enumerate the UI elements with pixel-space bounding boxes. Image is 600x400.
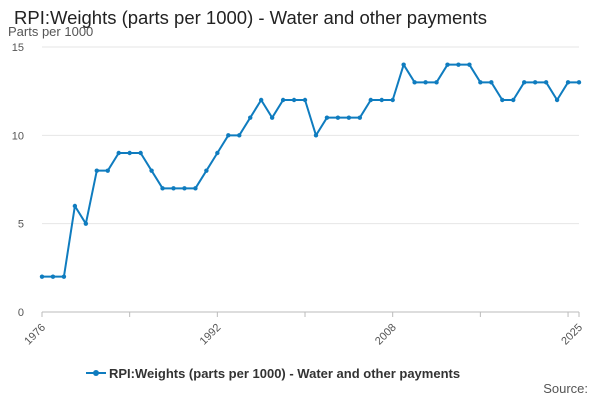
data-point-1999[interactable] bbox=[291, 97, 297, 103]
data-point-2008[interactable] bbox=[390, 97, 395, 103]
data-point-2010[interactable] bbox=[412, 80, 417, 85]
data-point-2000[interactable] bbox=[302, 97, 308, 103]
data-point-2016[interactable] bbox=[478, 80, 483, 85]
data-point-1977[interactable] bbox=[50, 274, 56, 279]
data-point-2024[interactable] bbox=[565, 80, 571, 85]
data-point-2001[interactable] bbox=[313, 133, 319, 138]
data-point-2012[interactable] bbox=[434, 80, 439, 85]
x-tick-label-1976: 1976 bbox=[22, 322, 48, 348]
y-axis-label: Parts per 1000 bbox=[8, 24, 93, 39]
data-point-2013[interactable] bbox=[445, 62, 450, 67]
data-point-1985[interactable] bbox=[138, 150, 143, 156]
data-point-1981[interactable] bbox=[94, 168, 99, 173]
data-point-1988[interactable] bbox=[171, 186, 176, 191]
legend-label: RPI:Weights (parts per 1000) - Water and… bbox=[109, 366, 460, 381]
data-point-2021[interactable] bbox=[532, 80, 538, 85]
data-point-2019[interactable] bbox=[511, 97, 516, 103]
data-point-1983[interactable] bbox=[116, 150, 121, 156]
data-point-1980[interactable] bbox=[83, 221, 89, 226]
data-point-1991[interactable] bbox=[204, 168, 209, 173]
series-layer bbox=[39, 62, 582, 279]
x-axis: 1976 1992 2008 2025 bbox=[22, 311, 585, 348]
legend-swatch-marker bbox=[93, 370, 99, 376]
data-point-2023[interactable] bbox=[554, 97, 560, 103]
x-tick-label-1992: 1992 bbox=[198, 322, 224, 348]
data-point-1989[interactable] bbox=[182, 186, 187, 191]
x-tick-label-2025: 2025 bbox=[559, 322, 585, 348]
data-point-2018[interactable] bbox=[500, 97, 505, 103]
data-point-1976[interactable] bbox=[39, 274, 45, 279]
y-tick-label-0: 0 bbox=[18, 307, 24, 319]
data-point-1997[interactable] bbox=[269, 115, 275, 120]
series-line bbox=[42, 63, 579, 278]
y-tick-label-5: 5 bbox=[18, 219, 24, 231]
data-point-2020[interactable] bbox=[522, 80, 527, 85]
data-point-2015[interactable] bbox=[467, 62, 472, 67]
legend[interactable]: RPI:Weights (parts per 1000) - Water and… bbox=[86, 366, 460, 381]
data-point-2003[interactable] bbox=[335, 115, 341, 120]
data-point-1995[interactable] bbox=[248, 115, 253, 120]
data-point-2009[interactable] bbox=[401, 62, 406, 67]
data-point-2005[interactable] bbox=[357, 115, 363, 120]
data-point-1990[interactable] bbox=[193, 186, 198, 191]
x-tick-label-2008: 2008 bbox=[373, 322, 399, 348]
chart-title: RPI:Weights (parts per 1000) - Water and… bbox=[14, 7, 487, 28]
y-axis-ticks: 0 5 10 15 bbox=[12, 42, 24, 319]
data-point-1986[interactable] bbox=[149, 168, 154, 173]
data-point-2002[interactable] bbox=[324, 115, 330, 120]
data-point-2007[interactable] bbox=[379, 97, 384, 103]
data-point-1998[interactable] bbox=[280, 97, 286, 103]
data-point-2011[interactable] bbox=[423, 80, 428, 85]
data-point-2022[interactable] bbox=[543, 80, 549, 85]
data-point-1987[interactable] bbox=[160, 186, 165, 191]
data-point-1978[interactable] bbox=[61, 274, 67, 279]
data-point-1979[interactable] bbox=[72, 203, 78, 209]
grid-lines bbox=[42, 46, 579, 313]
y-tick-label-15: 15 bbox=[12, 42, 24, 54]
y-tick-label-10: 10 bbox=[12, 130, 24, 142]
data-point-1996[interactable] bbox=[258, 97, 264, 103]
data-point-2017[interactable] bbox=[489, 80, 494, 85]
data-point-2025[interactable] bbox=[576, 80, 582, 85]
data-point-1982[interactable] bbox=[105, 168, 110, 173]
data-point-1994[interactable] bbox=[237, 133, 242, 138]
data-point-2006[interactable] bbox=[368, 97, 373, 103]
data-point-1992[interactable] bbox=[215, 150, 220, 156]
data-point-2014[interactable] bbox=[456, 62, 461, 67]
source-label: Source: bbox=[543, 381, 588, 396]
data-point-2004[interactable] bbox=[346, 115, 352, 120]
data-point-1984[interactable] bbox=[127, 150, 132, 156]
data-point-1993[interactable] bbox=[226, 133, 231, 138]
